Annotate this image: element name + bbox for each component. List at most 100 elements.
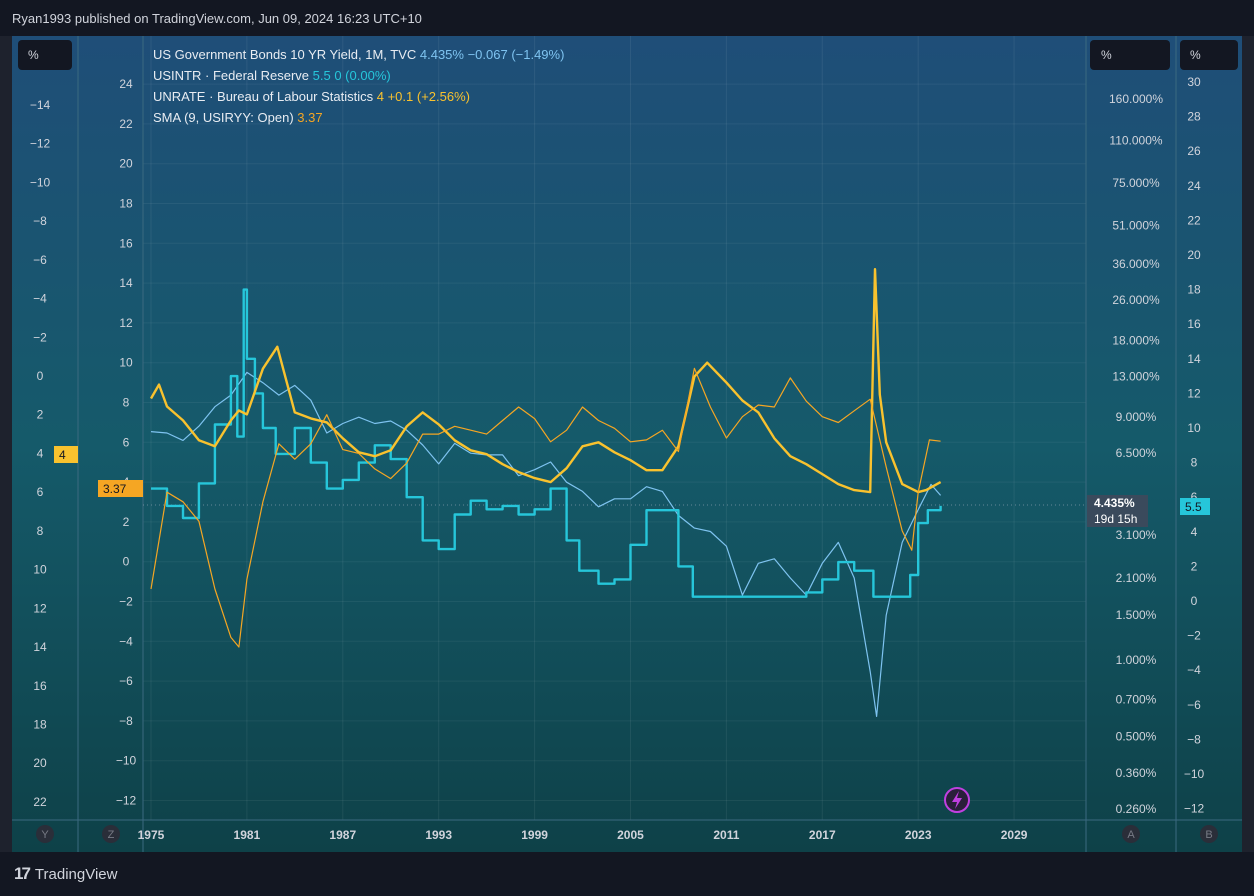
legend-series-value: 4 +0.1 (+2.56%): [377, 89, 470, 104]
z-axis-tick-label: 22: [119, 117, 133, 131]
a-axis-tick-label: 160.000%: [1109, 92, 1163, 106]
tradingview-brand[interactable]: 17 TradingView: [14, 864, 117, 884]
z-axis-tick-label: 2: [123, 515, 130, 529]
y-axis-tick-label: 6: [37, 485, 44, 499]
y-axis-button-label: Y: [41, 829, 49, 841]
b-axis-tick-label: 20: [1187, 248, 1201, 262]
y-axis-tick-label: 22: [33, 795, 47, 809]
y-axis-tick-label: −14: [30, 98, 51, 112]
chart-background: [12, 36, 1242, 852]
legend-series-value: 5.5 0 (0.00%): [313, 68, 391, 83]
b-axis-tick-label: 14: [1187, 352, 1201, 366]
unrate-price-text: 4: [59, 448, 66, 462]
a-axis-tick-label: 51.000%: [1112, 219, 1160, 233]
b-axis-tick-label: 30: [1187, 75, 1201, 89]
countdown-text: 19d 15h: [1094, 512, 1137, 526]
y-axis-tick-label: −12: [30, 137, 51, 151]
b-axis-tick-label: 4: [1191, 525, 1198, 539]
z-axis-button[interactable]: Z: [102, 825, 120, 843]
lightning-badge-icon[interactable]: [944, 787, 970, 813]
y-axis-tick-label: 10: [33, 563, 47, 577]
usintr-price-text: 5.5: [1185, 500, 1202, 514]
legend: US Government Bonds 10 YR Yield, 1M, TVC…: [153, 47, 564, 125]
z-axis-tick-label: 6: [123, 435, 130, 449]
b-axis-tick-label: −8: [1187, 732, 1201, 746]
a-axis-button-label: A: [1127, 829, 1135, 841]
right-a-unit-button[interactable]: %: [1090, 40, 1170, 70]
legend-entry: UNRATE · Bureau of Labour Statistics 4 +…: [153, 89, 470, 104]
a-axis-tick-label: 1.500%: [1116, 608, 1157, 622]
series-line-3: [150, 367, 941, 648]
x-tick-label: 1981: [234, 828, 261, 842]
tradingview-logo-icon: 17: [14, 864, 31, 883]
right-b-unit-button[interactable]: %: [1180, 40, 1238, 70]
a-axis-tick-label: 6.500%: [1116, 446, 1157, 460]
legend-series-value: 3.37: [297, 110, 322, 125]
y-axis-tick-label: −8: [33, 214, 47, 228]
a-axis-tick-label: 2.100%: [1116, 571, 1157, 585]
z-axis-tick-label: 20: [119, 157, 133, 171]
y-axis-tick-label: 0: [37, 369, 44, 383]
z-axis-tick-label: 12: [119, 316, 133, 330]
usintr-price-label: 5.5: [1180, 498, 1210, 515]
b-axis-tick-label: 2: [1191, 559, 1198, 573]
y-axis-tick-label: 16: [33, 679, 47, 693]
z-axis-tick-label: 18: [119, 197, 133, 211]
series-line-1: [151, 288, 942, 598]
left-unit-button[interactable]: %: [18, 40, 72, 70]
b-axis-tick-label: −4: [1187, 663, 1201, 677]
y-axis-tick-label: 18: [33, 717, 47, 731]
a-axis-tick-label: 9.000%: [1116, 410, 1157, 424]
a-axis-tick-label: 13.000%: [1112, 370, 1160, 384]
legend-series-value: 4.435% −0.067 (−1.49%): [420, 47, 565, 62]
y-axis-tick-label: 2: [37, 408, 44, 422]
b-axis-tick-label: 24: [1187, 179, 1201, 193]
y-axis-tick-label: 8: [37, 524, 44, 538]
z-axis-tick-label: 16: [119, 236, 133, 250]
z-axis-tick-label: 0: [123, 555, 130, 569]
chart-frame[interactable]: 1975 1981 1987 1993 1999 2005 2011 2017 2023 2029…: [12, 36, 1242, 852]
x-tick-label: 1987: [329, 828, 356, 842]
z-axis-tick-label: −2: [119, 595, 133, 609]
footer-bar: [0, 852, 1254, 896]
b-axis-tick-label: −6: [1187, 698, 1201, 712]
y-axis-tick-label: 4: [37, 446, 44, 460]
legend-entry: USINTR · Federal Reserve 5.5 0 (0.00%): [153, 68, 391, 83]
a-axis-button[interactable]: A: [1122, 825, 1140, 843]
series-layer: [149, 268, 942, 717]
b-axis-tick-label: 12: [1187, 386, 1201, 400]
a-axis-tick-label: 0.500%: [1116, 730, 1157, 744]
z-axis-tick-label: 8: [123, 396, 130, 410]
us10y-price-label: 4.435% 19d 15h: [1087, 495, 1148, 527]
y-axis-tick-label: −6: [33, 253, 47, 267]
legend-entry: US Government Bonds 10 YR Yield, 1M, TVC…: [153, 47, 564, 62]
y-axis-button[interactable]: Y: [36, 825, 54, 843]
x-tick-label: 2029: [1001, 828, 1028, 842]
z-axis-button-label: Z: [108, 829, 115, 841]
b-axis-tick-label: −12: [1184, 802, 1205, 816]
legend-entry: SMA (9, USIRYY: Open) 3.37: [153, 110, 323, 125]
z-axis-tick-label: −10: [116, 754, 137, 768]
b-axis-tick-label: 22: [1187, 213, 1201, 227]
series-line-2: [149, 268, 942, 494]
right-a-unit-label: %: [1101, 48, 1112, 62]
a-axis-tick-label: 3.100%: [1116, 528, 1157, 542]
unrate-price-label: 4: [54, 446, 78, 463]
right-b-unit-label: %: [1190, 48, 1201, 62]
b-axis-tick-label: 10: [1187, 421, 1201, 435]
y-axis-tick-label: −10: [30, 175, 51, 189]
a-axis-tick-label: 36.000%: [1112, 257, 1160, 271]
chart-svg[interactable]: 1975 1981 1987 1993 1999 2005 2011 2017 2023 2029…: [12, 36, 1242, 852]
b-axis-tick-label: 8: [1191, 456, 1198, 470]
z-axis-tick-label: −8: [119, 714, 133, 728]
sma-price-label: 3.37: [98, 480, 143, 497]
a-axis-tick-label: 0.700%: [1116, 692, 1157, 706]
tick-layer: 1975 1981 1987 1993 1999 2005 2011 2017 2023 2029…: [30, 75, 1205, 842]
b-axis-button[interactable]: B: [1200, 825, 1218, 843]
x-tick-label: 2011: [713, 828, 739, 842]
x-tick-label: 2017: [809, 828, 836, 842]
b-axis-tick-label: 18: [1187, 283, 1201, 297]
z-axis-tick-label: −6: [119, 674, 133, 688]
x-tick-label: 1993: [425, 828, 452, 842]
legend-series-name: USINTR · Federal Reserve: [153, 68, 313, 83]
